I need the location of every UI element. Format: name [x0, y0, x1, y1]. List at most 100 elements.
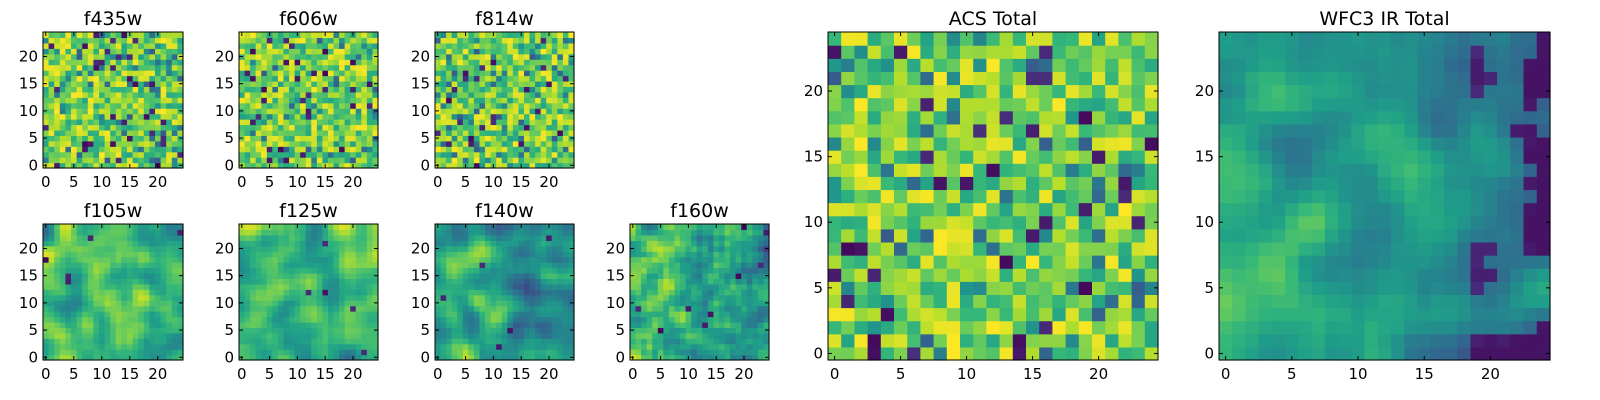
heatmap-cell	[501, 240, 508, 247]
heatmap-cell	[446, 124, 453, 131]
heatmap-cell	[1026, 228, 1040, 243]
heatmap-cell	[160, 113, 167, 120]
heatmap-cell	[121, 91, 128, 98]
heatmap-cell	[457, 37, 464, 44]
heatmap-cell	[138, 256, 145, 263]
heatmap-cell	[283, 327, 290, 334]
heatmap-cell	[490, 240, 497, 247]
heatmap-cell	[696, 267, 703, 274]
heatmap-cell	[867, 255, 882, 269]
heatmap-cell	[54, 91, 61, 98]
heatmap-cell	[327, 48, 335, 55]
heatmap-cell	[93, 75, 100, 82]
heatmap-cell	[255, 119, 262, 126]
heatmap-cell	[171, 256, 178, 263]
heatmap-cell	[322, 146, 329, 153]
heatmap-cell	[746, 305, 753, 312]
heatmap-cell	[82, 327, 89, 334]
heatmap-cell	[316, 327, 323, 334]
heatmap-cell	[646, 327, 653, 334]
heatmap-cell	[724, 321, 731, 328]
heatmap-cell	[339, 119, 346, 126]
heatmap-cell	[316, 300, 323, 307]
heatmap-cell	[635, 278, 642, 285]
heatmap-cell	[933, 176, 948, 191]
heatmap-cell	[294, 124, 301, 131]
heatmap-cell	[451, 48, 458, 55]
heatmap-cell	[99, 311, 106, 318]
heatmap-cell	[87, 234, 94, 241]
heatmap-cell	[294, 75, 301, 82]
heatmap-cell	[143, 37, 150, 44]
heatmap-cell	[668, 338, 676, 345]
heatmap-cell	[507, 102, 514, 109]
heatmap-cell	[1026, 333, 1040, 348]
heatmap-cell	[138, 327, 145, 334]
heatmap-cell	[255, 162, 262, 169]
heatmap-cell	[166, 327, 173, 334]
heatmap-cell	[473, 119, 481, 126]
heatmap-cell	[960, 320, 974, 335]
heatmap-cell	[93, 327, 100, 334]
heatmap-cell	[43, 48, 50, 55]
heatmap-cell	[149, 267, 156, 274]
heatmap-cell	[1052, 255, 1067, 269]
heatmap-cell	[440, 289, 447, 296]
heatmap-cell	[440, 91, 447, 98]
heatmap-cell	[266, 234, 273, 241]
heatmap-cell	[316, 332, 323, 339]
heatmap-cell	[451, 234, 458, 241]
heatmap-cell	[457, 64, 464, 71]
heatmap-cell	[266, 119, 273, 126]
heatmap-cell	[138, 135, 145, 142]
heatmap-cell	[1092, 294, 1106, 309]
heatmap-cell	[93, 311, 100, 318]
heatmap-cell	[344, 113, 351, 120]
heatmap-cell	[93, 283, 100, 290]
heatmap-cell	[48, 262, 55, 269]
heatmap-cell	[1078, 268, 1093, 282]
heatmap-cell	[490, 267, 497, 274]
heatmap-cell	[907, 333, 921, 348]
heatmap-cell	[99, 151, 106, 158]
heatmap-cell	[355, 289, 362, 296]
heatmap-cell	[171, 140, 178, 147]
heatmap-cell	[283, 272, 290, 279]
heatmap-cell	[311, 75, 318, 82]
heatmap-cell	[311, 343, 318, 350]
heatmap-cell	[65, 321, 72, 328]
heatmap-cell	[894, 150, 908, 164]
heatmap-cell	[713, 305, 720, 312]
heatmap-cell	[177, 305, 184, 312]
heatmap-cell	[540, 97, 547, 104]
heatmap-cell	[48, 278, 55, 285]
heatmap-cell	[735, 234, 742, 241]
heatmap-cell	[76, 59, 83, 66]
heatmap-cell	[920, 150, 935, 164]
heatmap-cell	[255, 135, 262, 142]
y-tick-label: 10	[215, 294, 234, 312]
heatmap-cell	[724, 316, 731, 323]
heatmap-cell	[305, 229, 312, 236]
heatmap-cell	[239, 294, 246, 301]
heatmap-cell	[277, 86, 285, 93]
heatmap-cell	[333, 316, 340, 323]
heatmap-cell	[87, 37, 94, 44]
heatmap-cell	[361, 91, 368, 98]
heatmap-cell	[255, 240, 262, 247]
heatmap-cell	[115, 272, 122, 279]
heatmap-cell	[82, 37, 89, 44]
heatmap-cell	[344, 321, 351, 328]
heatmap-cell	[132, 294, 139, 301]
heatmap-cell	[54, 311, 61, 318]
heatmap-cell	[283, 75, 290, 82]
heatmap-cell	[435, 311, 442, 318]
x-tick-label: 5	[265, 173, 275, 191]
heatmap-cell	[507, 53, 514, 60]
heatmap-cell	[333, 32, 340, 39]
heatmap-cell	[635, 240, 642, 247]
heatmap-cell	[468, 305, 475, 312]
heatmap-cell	[305, 37, 312, 44]
heatmap-cell	[496, 311, 503, 318]
heatmap-cell	[757, 262, 765, 269]
